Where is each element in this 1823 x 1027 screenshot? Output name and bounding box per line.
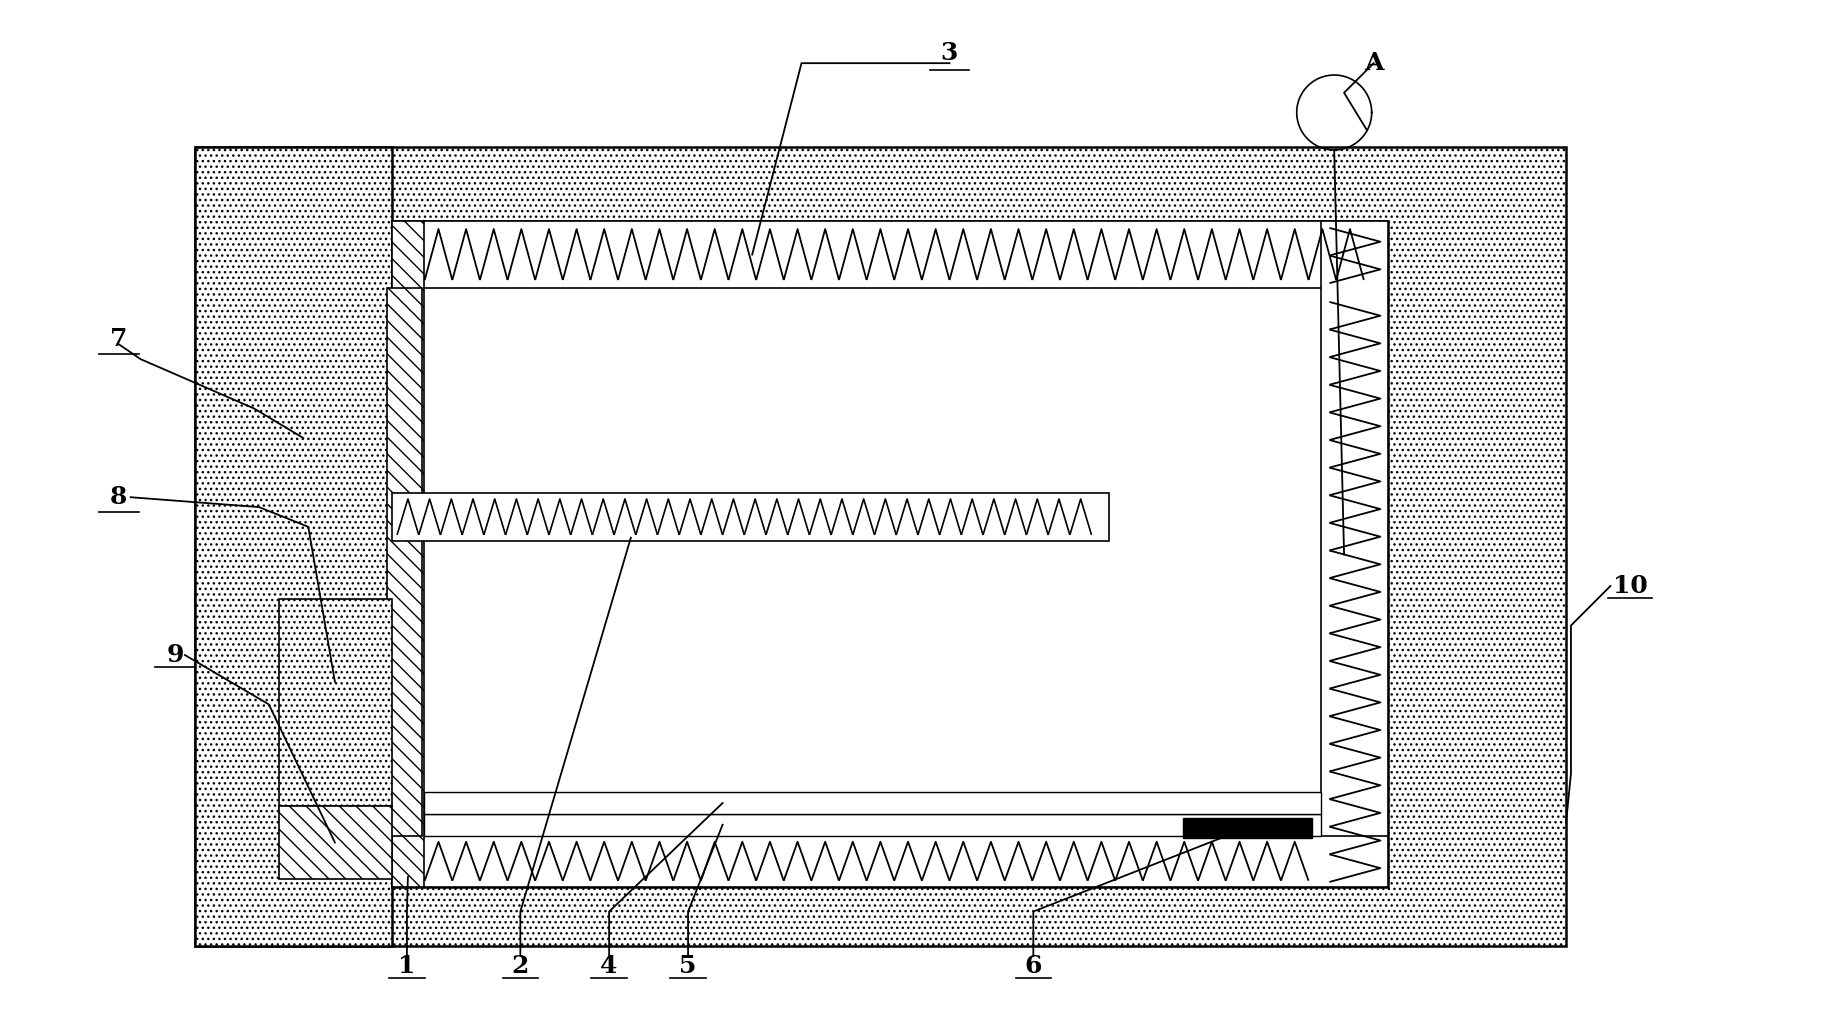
Text: 3: 3	[941, 41, 959, 66]
Bar	[195, 147, 1566, 946]
Text: 10: 10	[1613, 574, 1648, 598]
Bar	[423, 813, 1322, 836]
Bar	[392, 493, 1110, 540]
Bar	[195, 147, 392, 946]
Text: 4: 4	[600, 954, 618, 978]
Bar	[279, 806, 392, 879]
Bar	[279, 599, 392, 806]
Bar	[392, 221, 1389, 887]
Text: 9: 9	[166, 643, 184, 668]
Text: A: A	[1364, 51, 1384, 75]
Bar	[1322, 221, 1389, 887]
Text: 6: 6	[1025, 954, 1043, 978]
Text: 8: 8	[109, 485, 128, 509]
Text: 1: 1	[397, 954, 416, 978]
Bar	[386, 289, 421, 836]
Bar	[392, 221, 1389, 289]
Bar	[392, 221, 423, 887]
Text: 2: 2	[512, 954, 529, 978]
Bar	[423, 792, 1322, 813]
Text: 7: 7	[109, 328, 128, 351]
Bar	[392, 836, 1389, 887]
Text: 5: 5	[680, 954, 696, 978]
Bar	[1183, 817, 1311, 838]
